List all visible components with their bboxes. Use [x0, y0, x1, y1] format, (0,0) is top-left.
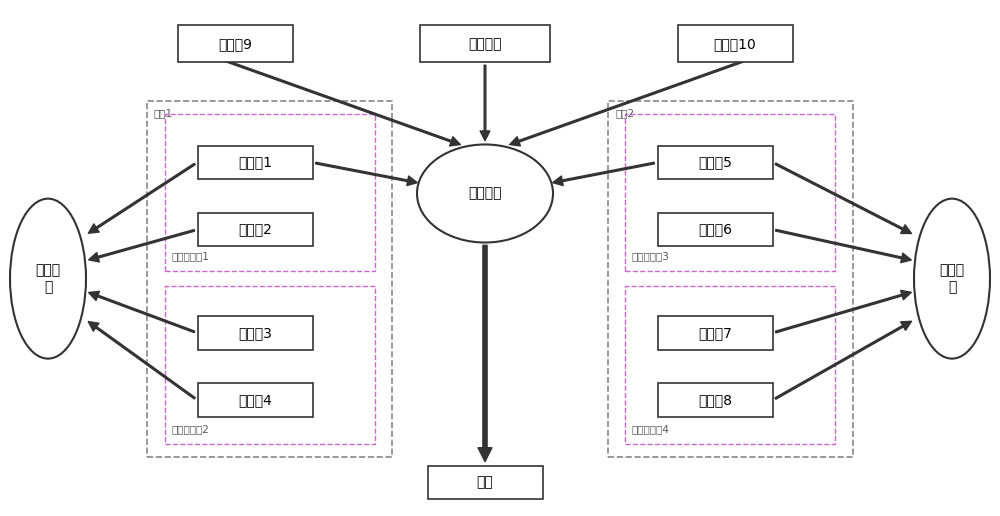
Text: 服务器板匚2: 服务器板匚2: [172, 425, 210, 434]
Text: 机符2: 机符2: [615, 108, 634, 118]
Bar: [165, 286, 375, 444]
Ellipse shape: [417, 144, 553, 243]
Text: 背板内
网: 背板内 网: [939, 264, 965, 294]
Text: 机符1: 机符1: [154, 108, 173, 118]
FancyArrowPatch shape: [180, 44, 460, 146]
FancyArrowPatch shape: [775, 321, 912, 399]
Bar: [198, 316, 312, 350]
Bar: [178, 25, 292, 62]
Bar: [428, 465, 542, 499]
Text: 背板内
网: 背板内 网: [35, 264, 61, 294]
Text: 从节点1: 从节点1: [238, 155, 272, 170]
FancyArrowPatch shape: [316, 162, 417, 186]
Bar: [165, 114, 375, 271]
Text: 服务器板匚1: 服务器板匚1: [172, 252, 210, 262]
Text: 服务器板匚4: 服务器板匚4: [632, 425, 670, 434]
FancyArrowPatch shape: [553, 162, 654, 186]
Ellipse shape: [914, 199, 990, 359]
FancyArrowPatch shape: [88, 321, 195, 399]
Text: 集群外网: 集群外网: [468, 186, 502, 201]
FancyArrowPatch shape: [89, 230, 195, 262]
Text: 中心节点: 中心节点: [468, 37, 502, 51]
Bar: [198, 146, 312, 179]
Bar: [198, 383, 312, 417]
Bar: [198, 213, 312, 247]
Bar: [147, 101, 392, 457]
Bar: [625, 286, 835, 444]
FancyArrowPatch shape: [776, 230, 911, 263]
Text: 终端: 终端: [477, 475, 493, 490]
Text: 从节点4: 从节点4: [238, 393, 272, 407]
Text: 从节点6: 从节点6: [698, 222, 732, 237]
FancyArrowPatch shape: [480, 65, 490, 141]
Bar: [678, 25, 792, 62]
Text: 从节点10: 从节点10: [714, 37, 756, 51]
FancyArrowPatch shape: [510, 44, 790, 146]
Text: 从节点8: 从节点8: [698, 393, 732, 407]
Text: 从节点5: 从节点5: [698, 155, 732, 170]
Bar: [608, 101, 853, 457]
FancyArrowPatch shape: [775, 163, 912, 234]
Bar: [658, 383, 772, 417]
FancyArrowPatch shape: [775, 291, 911, 333]
Bar: [658, 146, 772, 179]
FancyArrowPatch shape: [88, 164, 195, 233]
FancyArrowPatch shape: [89, 292, 195, 333]
Bar: [420, 25, 550, 62]
Text: 服务器板匚3: 服务器板匚3: [632, 252, 670, 262]
Text: 从节点9: 从节点9: [218, 37, 252, 51]
Text: 从节点7: 从节点7: [698, 326, 732, 340]
Text: 从节点2: 从节点2: [238, 222, 272, 237]
Ellipse shape: [10, 199, 86, 359]
Bar: [658, 213, 772, 247]
Bar: [625, 114, 835, 271]
Bar: [658, 316, 772, 350]
FancyArrowPatch shape: [478, 245, 492, 462]
Text: 从节点3: 从节点3: [238, 326, 272, 340]
